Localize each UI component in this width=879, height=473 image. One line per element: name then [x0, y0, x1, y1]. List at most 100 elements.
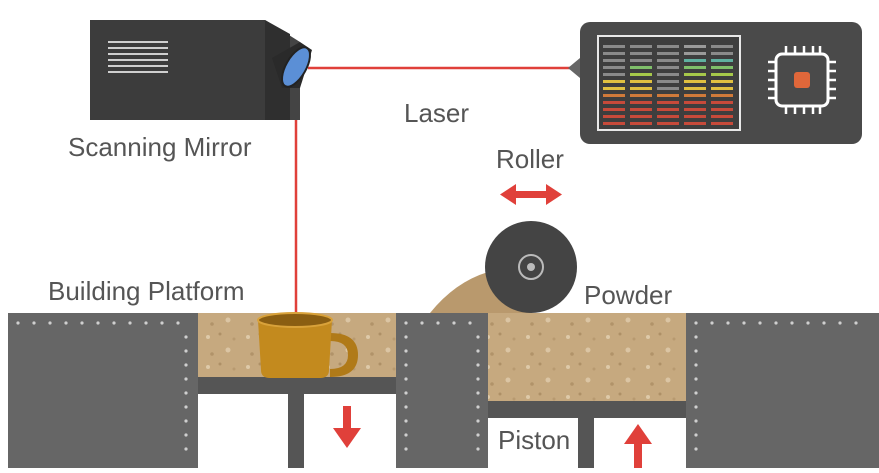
- rivet: [476, 349, 480, 353]
- rivet: [694, 405, 698, 409]
- rivet: [184, 391, 188, 395]
- equalizer-screen-icon: [597, 35, 741, 131]
- eq-bar: [711, 122, 733, 125]
- rivet: [468, 321, 472, 325]
- piston-up-arrow: [624, 424, 652, 468]
- eq-bar: [630, 52, 652, 55]
- piston-label: Piston: [498, 425, 570, 455]
- eq-bar: [603, 66, 625, 69]
- eq-bar: [630, 66, 652, 69]
- eq-bar: [603, 80, 625, 83]
- rivet: [184, 433, 188, 437]
- rivet: [694, 321, 698, 325]
- eq-bar: [603, 94, 625, 97]
- eq-bar: [711, 66, 733, 69]
- rivet: [404, 363, 408, 367]
- rivet: [758, 321, 762, 325]
- rivet: [184, 405, 188, 409]
- eq-bar: [684, 122, 706, 125]
- chip-icon: [768, 46, 836, 114]
- eq-bar: [657, 73, 679, 76]
- rivet: [476, 391, 480, 395]
- eq-bar: [657, 52, 679, 55]
- controller-box: [568, 22, 862, 144]
- eq-bar: [603, 45, 625, 48]
- rivet: [404, 349, 408, 353]
- eq-bar: [657, 59, 679, 62]
- eq-bar: [711, 101, 733, 104]
- rivet: [726, 321, 730, 325]
- eq-bar: [603, 73, 625, 76]
- eq-bar: [711, 108, 733, 111]
- eq-bar: [684, 59, 706, 62]
- rivet: [404, 335, 408, 339]
- eq-bar: [684, 52, 706, 55]
- rivet: [128, 321, 132, 325]
- eq-bar: [684, 73, 706, 76]
- roller-direction-arrow: [500, 184, 562, 205]
- rivet: [404, 321, 408, 325]
- eq-bar: [711, 115, 733, 118]
- platform-down-arrow: [333, 406, 361, 448]
- rivet: [476, 335, 480, 339]
- rivet: [184, 419, 188, 423]
- roller: [485, 221, 577, 313]
- eq-bar: [711, 73, 733, 76]
- mug-icon: [257, 312, 358, 378]
- eq-bar: [630, 87, 652, 90]
- eq-bar: [684, 45, 706, 48]
- eq-bar: [630, 115, 652, 118]
- eq-bar: [603, 122, 625, 125]
- rivet: [476, 363, 480, 367]
- rivet: [742, 321, 746, 325]
- powder-reservoir: [430, 272, 686, 468]
- eq-bar: [630, 73, 652, 76]
- eq-bar: [657, 66, 679, 69]
- eq-bar: [603, 115, 625, 118]
- eq-bar: [603, 59, 625, 62]
- eq-bar: [630, 45, 652, 48]
- eq-bar: [684, 108, 706, 111]
- rivet: [838, 321, 842, 325]
- eq-bar: [603, 87, 625, 90]
- rivet: [436, 321, 440, 325]
- rivet: [476, 419, 480, 423]
- rivet: [476, 377, 480, 381]
- eq-bar: [657, 80, 679, 83]
- rivet: [16, 321, 20, 325]
- eq-bar: [630, 59, 652, 62]
- rivet: [452, 321, 456, 325]
- rivet: [184, 349, 188, 353]
- rivet: [112, 321, 116, 325]
- roller-label: Roller: [496, 144, 564, 174]
- rivet: [404, 377, 408, 381]
- rivet: [694, 419, 698, 423]
- rivet: [404, 391, 408, 395]
- rivet: [96, 321, 100, 325]
- eq-bar: [630, 80, 652, 83]
- rivet: [160, 321, 164, 325]
- rivet: [404, 405, 408, 409]
- eq-bar: [657, 87, 679, 90]
- rivet: [48, 321, 52, 325]
- rivet: [184, 447, 188, 451]
- eq-bar: [711, 45, 733, 48]
- rivet: [790, 321, 794, 325]
- eq-bar: [657, 122, 679, 125]
- rivet: [694, 433, 698, 437]
- eq-bar: [711, 80, 733, 83]
- rivet: [404, 433, 408, 437]
- rivet: [694, 391, 698, 395]
- rivet: [694, 377, 698, 381]
- eq-bar: [684, 87, 706, 90]
- rivet: [822, 321, 826, 325]
- eq-bar: [630, 101, 652, 104]
- rivet: [404, 419, 408, 423]
- eq-bar: [684, 80, 706, 83]
- rivet: [476, 405, 480, 409]
- eq-bar: [630, 108, 652, 111]
- rivet: [476, 433, 480, 437]
- eq-bar: [657, 45, 679, 48]
- eq-bar: [657, 101, 679, 104]
